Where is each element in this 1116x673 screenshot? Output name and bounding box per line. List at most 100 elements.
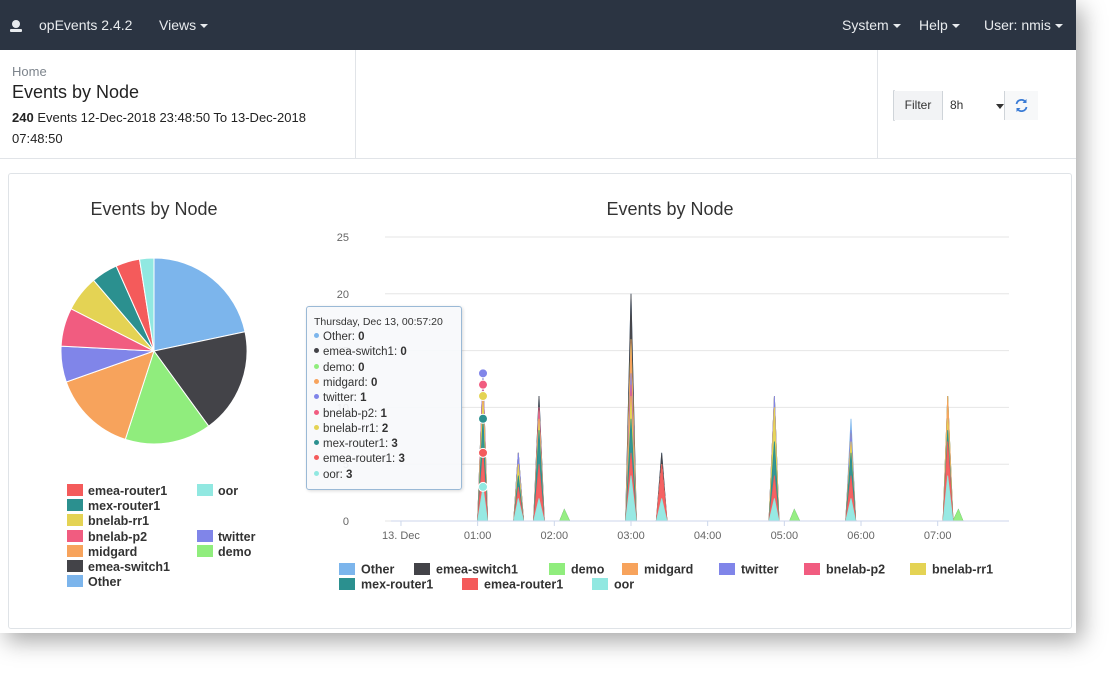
tooltip-series-value: 3 <box>346 468 353 481</box>
tooltip-series-name: oor: <box>323 468 347 481</box>
time-range-select[interactable]: 8h <box>943 91 1010 120</box>
pie-legend-item-bnelab-rr1[interactable]: bnelab-rr1 <box>67 514 149 528</box>
tooltip-row: emea-router1: 3 <box>314 453 405 465</box>
tooltip-series-value: 3 <box>398 453 405 466</box>
pie-legend-item-demo[interactable]: demo <box>197 544 251 559</box>
tooltip-row: midgard: 0 <box>314 377 377 389</box>
legend-label: emea-switch1 <box>88 560 170 574</box>
user-menu[interactable]: User: nmis <box>984 0 1063 50</box>
legend-swatch <box>804 563 820 575</box>
tooltip-series-name: mex-router1: <box>323 438 392 451</box>
hover-marker-bnelab-rr1 <box>478 391 489 402</box>
pie-slice-demo[interactable] <box>124 349 210 445</box>
header-divider <box>877 50 878 158</box>
tooltip-dot <box>314 378 319 384</box>
tooltip-dot <box>314 440 319 446</box>
legend-item-bnelab-p2[interactable] <box>804 563 820 575</box>
views-menu[interactable]: Views <box>159 0 209 50</box>
y-tick-label: 20 <box>337 289 349 301</box>
legend-label: emea-router1 <box>484 578 563 592</box>
x-tick-label: 03:00 <box>617 530 645 542</box>
pie-legend-item-mex-router1[interactable]: mex-router1 <box>67 499 160 513</box>
pie-legend-item-oor[interactable]: oor <box>197 484 238 498</box>
tooltip-series-name: bnelab-p2: <box>323 407 381 420</box>
pie-slice-oor[interactable] <box>138 257 155 352</box>
refresh-button[interactable] <box>1004 91 1038 120</box>
filter-control: Filter 8h <box>893 90 1038 121</box>
tooltip-series-value: 1 <box>380 407 387 420</box>
tooltip-series-value: 0 <box>370 376 378 389</box>
filter-label: Filter <box>894 91 943 120</box>
legend-label: Other <box>88 575 122 590</box>
system-menu[interactable]: System <box>842 0 901 50</box>
tooltip-dot <box>314 455 319 461</box>
y-tick-label: 25 <box>337 232 349 244</box>
tooltip-row: mex-router1: 3 <box>314 438 398 450</box>
page-header: Home Events by Node 240 Events 12-Dec-20… <box>0 50 1076 159</box>
legend-item-emea-router1[interactable] <box>462 578 478 590</box>
breadcrumb-home[interactable]: Home <box>12 64 47 79</box>
chevron-down-icon <box>951 24 960 29</box>
legend-swatch <box>67 575 83 588</box>
legend-item-bnelab-rr1[interactable] <box>910 563 926 575</box>
legend-label: midgard <box>644 563 693 577</box>
legend-swatch <box>67 499 83 512</box>
legend-label: demo <box>571 563 605 577</box>
legend-label: twitter <box>218 529 256 544</box>
legend-swatch <box>549 563 565 575</box>
legend-label: twitter <box>741 563 779 577</box>
legend-item-oor[interactable] <box>592 578 608 590</box>
legend-item-midgard[interactable] <box>622 563 638 575</box>
legend-item-twitter[interactable] <box>719 563 735 575</box>
user-menu-label: User: nmis <box>984 17 1051 33</box>
pie-legend-item-emea-router1[interactable]: emea-router1 <box>67 484 167 498</box>
tooltip-series-name: demo: <box>323 361 359 374</box>
legend-swatch <box>339 578 355 590</box>
legend-swatch <box>414 563 430 575</box>
hover-marker-emea-router1 <box>478 447 489 458</box>
legend-swatch <box>622 563 638 575</box>
x-tick-label: 04:00 <box>694 530 722 542</box>
legend-item-mex-router1[interactable] <box>339 578 355 590</box>
legend-swatch <box>67 560 83 572</box>
tooltip-row: bnelab-rr1: 2 <box>314 423 388 435</box>
app-brand[interactable]: opEvents 2.4.2 <box>39 17 133 33</box>
tooltip-dot <box>314 470 319 476</box>
tooltip-dot <box>314 348 319 354</box>
legend-swatch <box>67 484 83 496</box>
pie-slice-Other[interactable] <box>153 257 246 352</box>
chevron-down-icon <box>892 24 901 29</box>
legend-item-demo[interactable] <box>549 563 565 575</box>
pie-slice-midgard[interactable] <box>65 350 155 441</box>
app-window: opEvents 2.4.2 Views System Help User: n… <box>0 0 1076 629</box>
page-title: Events by Node <box>12 82 140 102</box>
system-menu-label: System <box>842 17 889 33</box>
pie-slice-emea-switch1[interactable] <box>153 331 248 427</box>
hover-marker-bnelab-p2 <box>478 379 489 390</box>
x-tick-label: 06:00 <box>847 530 875 542</box>
pie-legend-item-Other[interactable]: Other <box>67 575 121 589</box>
tooltip-row: demo: 0 <box>314 362 365 374</box>
legend-label: bnelab-p2 <box>826 563 885 577</box>
legend-label: mex-router1 <box>88 499 161 514</box>
pie-legend-item-emea-switch1[interactable]: emea-switch1 <box>67 560 170 574</box>
legend-label: emea-switch1 <box>436 563 518 577</box>
legend-item-emea-switch1[interactable] <box>414 563 430 575</box>
legend-swatch <box>197 484 213 496</box>
legend-swatch <box>67 514 83 527</box>
pie-chart-title: Events by Node <box>90 199 217 219</box>
pie-legend-item-bnelab-p2[interactable]: bnelab-p2 <box>67 529 147 544</box>
hover-marker-mex-router1 <box>478 413 489 424</box>
opmantek-logo-icon <box>10 20 22 32</box>
tooltip-dot <box>314 409 319 415</box>
legend-item-Other[interactable] <box>339 563 355 575</box>
help-menu[interactable]: Help <box>919 0 960 50</box>
x-tick-label: 07:00 <box>924 530 952 542</box>
pie-legend-item-midgard[interactable]: midgard <box>67 544 137 559</box>
tooltip-row: emea-switch1: 0 <box>314 346 407 358</box>
tooltip-series-name: Other: <box>323 331 359 343</box>
pie-legend-item-twitter[interactable]: twitter <box>197 529 256 544</box>
chevron-down-icon <box>200 24 209 29</box>
